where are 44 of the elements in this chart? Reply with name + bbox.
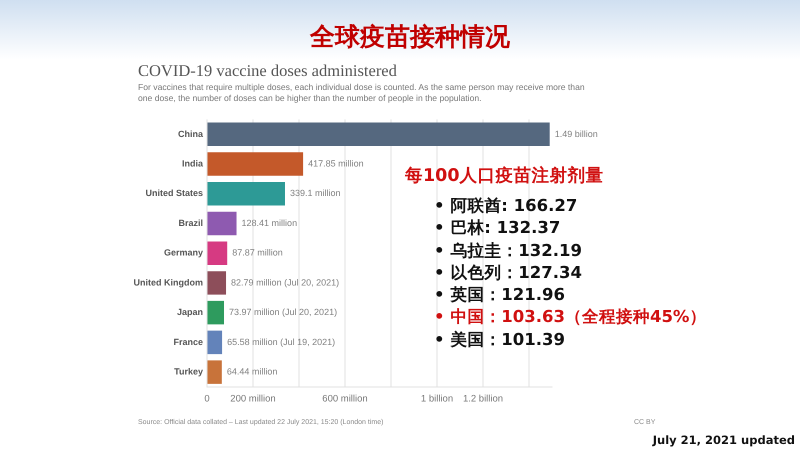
y-tick-label: India: [182, 158, 204, 168]
y-tick-label: Japan: [176, 307, 203, 318]
data-label: 82.79 million (Jul 20, 2021): [231, 277, 340, 288]
y-tick-label: Germany: [164, 248, 203, 258]
bar: [208, 182, 285, 206]
y-tick-label: Brazil: [178, 218, 203, 228]
x-tick-label: 0: [204, 393, 210, 404]
data-label: 65.58 million (Jul 19, 2021): [227, 336, 336, 347]
y-tick-label: United Kingdom: [134, 277, 203, 288]
annotation: • 巴林: 132.37: [434, 217, 562, 240]
y-tick-label: France: [173, 336, 203, 347]
data-label: 417.85 million: [308, 158, 364, 168]
annotation: • 乌拉圭：132.19: [434, 240, 583, 262]
text: For vaccines that require multiple doses, each individual dose is counted. As the same person may receive more than one dose, the number of doses can be higher than the number of people in the population.: [138, 82, 586, 104]
data-label: 64.44 million: [226, 366, 278, 377]
data-label: 339.1 million: [290, 188, 341, 198]
data-label: 87.87 million: [232, 248, 283, 258]
x-tick-label: 600 million: [322, 393, 368, 404]
data-label: 128.41 million: [242, 218, 298, 228]
bar: [208, 271, 226, 295]
annotation: • 阿联酋: 166.27: [434, 195, 578, 217]
annotation: • 以色列：127.34: [434, 262, 583, 284]
y-tick-label: United States: [145, 188, 203, 198]
bar: [208, 360, 222, 384]
data-label: 73.97 million (Jul 20, 2021): [229, 307, 338, 318]
x-tick-label: 1.2 billion: [462, 393, 504, 404]
bar: [208, 152, 304, 176]
bar: [208, 300, 224, 324]
data-label: 1.49 billion: [554, 128, 598, 139]
chart-title: 全球疫苗接种情况: [308, 21, 511, 53]
annotation: • 美国：101.39: [434, 328, 566, 351]
chart-subtitle: COVID-19 vaccine doses administered: [138, 61, 397, 81]
y-tick-label: Turkey: [174, 366, 203, 377]
x-tick-label: 1 billion: [420, 393, 454, 404]
bar: [208, 212, 237, 236]
annotation: 每100人口疫苗注射剂量: [405, 164, 604, 187]
bar: [208, 122, 550, 146]
annotation: • 英国：121.96: [434, 284, 566, 306]
bar: [208, 241, 228, 265]
y-tick-label: China: [178, 128, 204, 139]
x-tick-label: 200 million: [230, 393, 276, 404]
text: July 21, 2021 updated: [652, 433, 795, 447]
bar: [208, 330, 222, 354]
annotation: • 中国：103.63（全程接种45%）: [434, 306, 706, 328]
